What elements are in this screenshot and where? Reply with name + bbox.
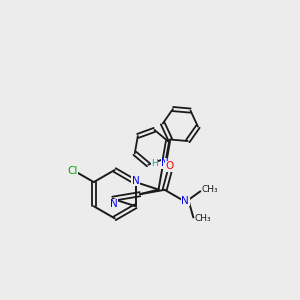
Text: Cl: Cl xyxy=(68,166,78,176)
Text: O: O xyxy=(166,161,174,171)
Text: N: N xyxy=(161,158,169,168)
Text: H: H xyxy=(151,159,158,168)
Text: N: N xyxy=(110,199,118,209)
Text: CH₃: CH₃ xyxy=(195,214,212,224)
Text: N: N xyxy=(182,196,189,206)
Text: N: N xyxy=(132,176,140,186)
Text: CH₃: CH₃ xyxy=(202,185,218,194)
